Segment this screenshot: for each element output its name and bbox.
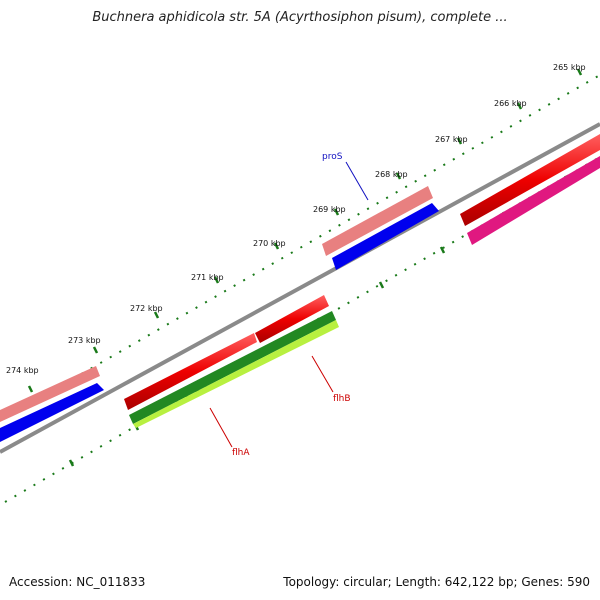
tick-label-269: 269 kbp xyxy=(313,205,346,214)
major-ticks xyxy=(27,68,583,393)
tick-label-273: 273 kbp xyxy=(68,336,101,345)
accession-text: Accession: NC_011833 xyxy=(9,575,146,589)
tick-label-265: 265 kbp xyxy=(553,63,586,72)
genome-summary: Topology: circular; Length: 642,122 bp; … xyxy=(283,575,590,589)
flhb-leader-line xyxy=(311,355,334,393)
gene-lime xyxy=(133,320,339,428)
gene-outer-pink-pros xyxy=(322,186,433,256)
gene-label-pros[interactable]: proS xyxy=(322,152,343,162)
tick-label-274: 274 kbp xyxy=(6,366,39,375)
gene-red-1 xyxy=(124,333,257,410)
tick-label-268: 268 kbp xyxy=(375,170,408,179)
gene-outer-pink-left xyxy=(0,366,100,422)
tick-label-266: 266 kbp xyxy=(494,99,527,108)
map-title: Buchnera aphidicola str. 5A (Acyrthosiph… xyxy=(92,10,508,25)
tick-label-267: 267 kbp xyxy=(435,135,468,144)
gene-red-2 xyxy=(255,295,329,343)
genome-backbone xyxy=(0,122,600,454)
gene-blue-left xyxy=(0,383,104,442)
tick-label-270: 270 kbp xyxy=(253,239,286,248)
outer-tick-ring xyxy=(4,74,600,419)
gene-label-flhb[interactable]: flhB xyxy=(333,394,351,404)
gene-label-flha[interactable]: flhA xyxy=(232,448,250,458)
gene-red-3 xyxy=(460,134,600,226)
pros-leader-line xyxy=(345,161,369,201)
flha-leader-line xyxy=(209,407,233,448)
gene-green xyxy=(129,311,336,424)
gene-magenta xyxy=(467,156,600,245)
gene-blue-pros xyxy=(332,203,439,270)
tick-label-271: 271 kbp xyxy=(191,273,224,282)
tick-label-272: 272 kbp xyxy=(130,304,163,313)
